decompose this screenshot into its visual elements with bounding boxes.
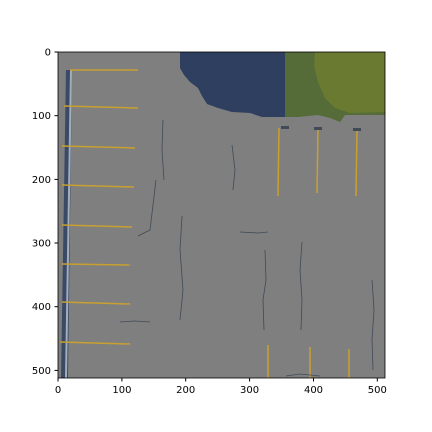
lane-marking [61, 224, 133, 228]
lane-marking [61, 184, 135, 188]
x-tick: 400 [304, 378, 323, 396]
left-vertical-highlight [65, 70, 72, 378]
horizontal-lane-markings [59, 69, 139, 345]
pavement-cracks [119, 119, 375, 377]
y-tick: 0 [45, 48, 58, 59]
x-tick-label: 400 [304, 385, 323, 396]
x-tick-label: 200 [176, 385, 195, 396]
crack [161, 119, 165, 181]
y-tick-label: 300 [32, 239, 51, 250]
y-tick-label: 0 [45, 48, 51, 59]
y-tick-label: 200 [32, 175, 51, 186]
x-tick-label: 100 [112, 385, 131, 396]
crack [371, 279, 375, 371]
crack [239, 231, 269, 234]
lane-marking [59, 341, 131, 345]
y-tick-label: 500 [32, 366, 51, 377]
marking-caps [281, 126, 361, 131]
x-axis: 0 100 200 300 400 500 [55, 378, 387, 396]
crack [119, 320, 151, 323]
crack [285, 373, 321, 377]
vegetation-highlight [314, 52, 385, 113]
x-tick-label: 0 [55, 385, 61, 396]
y-tick: 300 [32, 239, 58, 250]
crack [299, 241, 303, 331]
x-tick-label: 300 [240, 385, 259, 396]
y-tick: 200 [32, 175, 58, 186]
y-tick: 100 [32, 111, 58, 122]
x-tick: 200 [176, 378, 195, 396]
x-tick: 0 [55, 378, 61, 396]
x-tick: 100 [112, 378, 131, 396]
crack [231, 144, 236, 191]
x-tick: 500 [368, 378, 387, 396]
lane-marking [63, 105, 139, 109]
plot-image [57, 51, 386, 379]
lane-marking [61, 145, 136, 149]
y-tick-label: 400 [32, 302, 51, 313]
y-tick-label: 100 [32, 111, 51, 122]
lane-marking [61, 301, 131, 305]
lane-marking [277, 127, 280, 197]
lane-marking [316, 127, 319, 194]
vertical-lane-markings [267, 127, 358, 378]
x-tick-label: 500 [368, 385, 387, 396]
crack [179, 215, 184, 321]
blue-region [180, 52, 285, 117]
x-tick: 300 [240, 378, 259, 396]
y-tick: 500 [32, 366, 58, 377]
lane-marking [61, 263, 131, 266]
crack [137, 179, 157, 237]
lane-marking [355, 129, 358, 197]
crack [262, 249, 267, 331]
y-axis: 0 100 200 300 400 500 [32, 48, 58, 377]
plot-frame [57, 51, 386, 379]
y-tick: 400 [32, 302, 58, 313]
